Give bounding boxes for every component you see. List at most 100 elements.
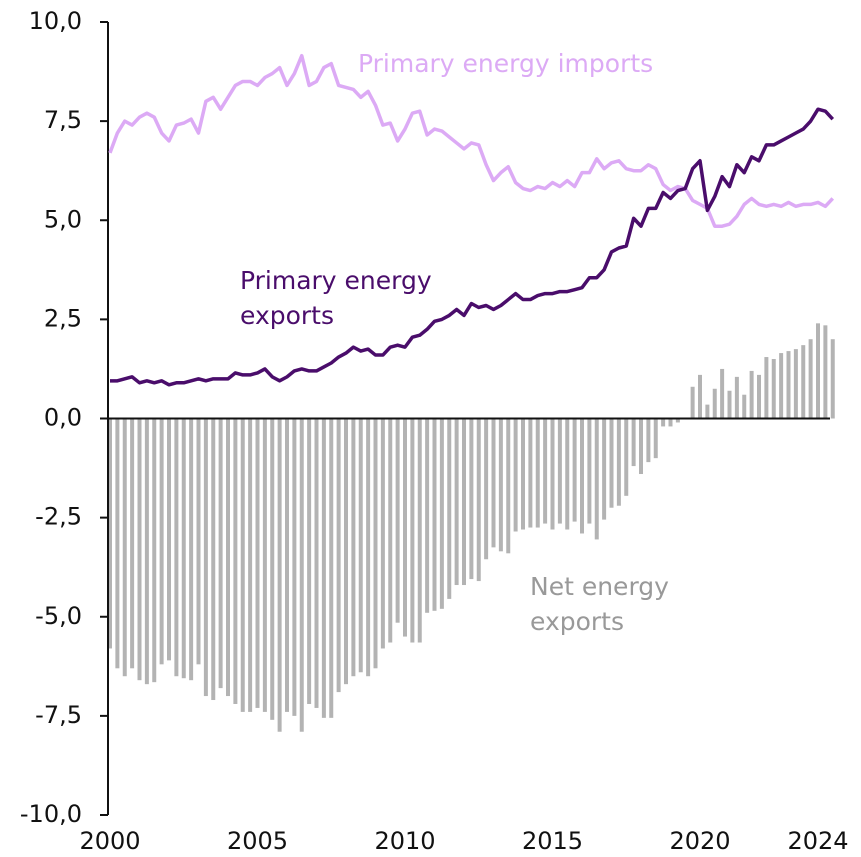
bar bbox=[403, 418, 407, 637]
bar bbox=[653, 418, 658, 459]
bar bbox=[181, 418, 186, 679]
bar bbox=[727, 390, 732, 419]
bar bbox=[720, 368, 725, 419]
annotation: Primary energy imports bbox=[358, 49, 653, 78]
annotation: exports bbox=[240, 301, 334, 330]
bar bbox=[285, 418, 289, 712]
bar bbox=[830, 339, 835, 419]
bar bbox=[366, 418, 371, 677]
bar bbox=[240, 418, 245, 712]
bar bbox=[329, 418, 334, 718]
bar bbox=[462, 418, 466, 586]
y-tick-label: -5,0 bbox=[35, 602, 82, 630]
bar bbox=[506, 418, 511, 554]
bar bbox=[395, 418, 400, 623]
x-tick-label: 2024 bbox=[787, 827, 848, 855]
y-tick-label: -10,0 bbox=[20, 800, 82, 828]
x-tick-label: 2005 bbox=[227, 827, 288, 855]
bar bbox=[262, 418, 267, 712]
bar bbox=[823, 325, 828, 419]
line bbox=[110, 107, 835, 387]
bar bbox=[712, 388, 717, 419]
bar bbox=[749, 370, 754, 419]
bar bbox=[167, 418, 171, 661]
bar bbox=[299, 418, 304, 732]
bar bbox=[321, 418, 326, 718]
bar bbox=[631, 418, 636, 467]
bar bbox=[786, 351, 791, 419]
bar bbox=[307, 418, 312, 704]
bar bbox=[587, 418, 592, 524]
x-tick-label: 2020 bbox=[669, 827, 730, 855]
bar bbox=[130, 418, 135, 669]
bar bbox=[639, 418, 643, 475]
bar bbox=[108, 418, 112, 649]
y-tick-label: 2,5 bbox=[44, 304, 82, 332]
bar bbox=[137, 418, 142, 681]
bar bbox=[793, 349, 798, 419]
bar bbox=[277, 418, 282, 732]
bar bbox=[521, 418, 525, 530]
bar bbox=[698, 374, 702, 419]
bar bbox=[609, 418, 614, 508]
bar bbox=[351, 418, 356, 677]
bar bbox=[646, 418, 651, 463]
y-tick-label: 0,0 bbox=[44, 404, 82, 432]
y-tick-label: -7,5 bbox=[35, 701, 82, 729]
bar bbox=[226, 418, 230, 697]
bar bbox=[565, 418, 570, 530]
bar bbox=[742, 394, 747, 419]
y-tick-label: 5,0 bbox=[44, 205, 82, 233]
bar bbox=[454, 418, 459, 586]
bar bbox=[218, 418, 223, 689]
bar bbox=[152, 418, 157, 683]
bar bbox=[115, 418, 120, 669]
bar bbox=[439, 418, 444, 609]
bar bbox=[358, 418, 363, 673]
bar bbox=[771, 359, 776, 419]
bar bbox=[690, 386, 695, 419]
bar bbox=[801, 345, 806, 419]
bar bbox=[816, 323, 820, 419]
bar bbox=[144, 418, 149, 685]
bar bbox=[602, 418, 607, 520]
annotation: exports bbox=[530, 607, 624, 636]
bar bbox=[373, 418, 378, 669]
bar bbox=[203, 418, 208, 697]
bar bbox=[734, 376, 739, 419]
bar bbox=[543, 418, 548, 524]
bar bbox=[513, 418, 518, 532]
annotation: Net energy bbox=[530, 572, 669, 601]
y-tick-label: 10,0 bbox=[29, 7, 82, 35]
bar bbox=[233, 418, 238, 704]
bar bbox=[469, 418, 474, 580]
bar bbox=[432, 418, 437, 611]
bar bbox=[255, 418, 260, 708]
bar bbox=[535, 418, 540, 528]
bar bbox=[616, 418, 621, 506]
bar bbox=[196, 418, 201, 665]
line bbox=[108, 53, 835, 228]
bar bbox=[476, 418, 481, 582]
bar bbox=[557, 418, 562, 524]
bar bbox=[388, 418, 393, 643]
y-tick-label: 7,5 bbox=[44, 106, 82, 134]
bar bbox=[159, 418, 164, 665]
bar bbox=[314, 418, 319, 708]
bar bbox=[757, 374, 761, 419]
bar bbox=[484, 418, 489, 560]
bar bbox=[344, 418, 348, 685]
bar bbox=[174, 418, 179, 677]
x-tick-label: 2015 bbox=[522, 827, 583, 855]
bar bbox=[764, 357, 769, 419]
bar bbox=[336, 418, 341, 693]
bar bbox=[594, 418, 599, 540]
bar bbox=[705, 404, 710, 419]
bar bbox=[498, 418, 503, 552]
bar bbox=[550, 418, 555, 530]
bar bbox=[410, 418, 415, 643]
bar bbox=[808, 339, 813, 419]
y-tick-label: -2,5 bbox=[35, 503, 82, 531]
bar bbox=[528, 418, 533, 528]
